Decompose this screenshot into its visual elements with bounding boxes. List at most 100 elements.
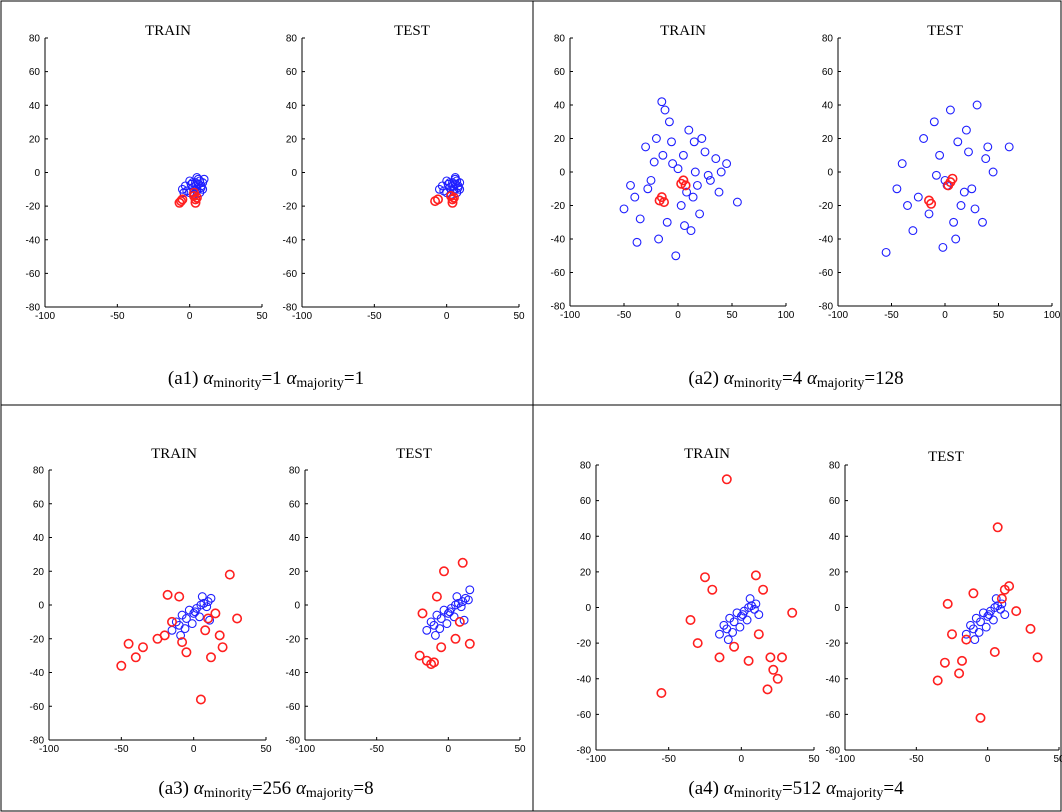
data-point-minority [714,652,725,663]
x-tick-label: 50 [256,311,268,322]
data-point-majority [450,173,460,182]
data-point-majority [692,180,702,190]
data-point-minority [432,194,443,205]
data-point-minority [123,638,134,649]
y-tick-label: 40 [289,533,301,544]
data-point-minority [167,616,178,627]
data-point-majority [959,187,969,197]
data-point-majority [630,192,640,202]
y-tick-label: -20 [577,639,592,650]
data-point-minority [956,655,967,666]
data-point-majority [996,604,1005,614]
x-tick-label: -100 [292,311,312,322]
alpha-symbol: α [194,778,205,799]
caption-text: (a3) [158,778,193,799]
data-point-majority [745,594,755,604]
y-tick-label: -80 [30,736,45,747]
data-point-minority [116,660,127,671]
data-point-majority [442,619,452,629]
y-tick-label: -80 [577,746,592,757]
x-tick-label: 0 [444,311,450,322]
data-point-majority [951,234,961,244]
data-point-minority [750,570,761,581]
plot-title: TEST [928,449,964,465]
alpha-symbol: α [724,368,735,389]
series-minority [932,522,1043,723]
data-point-minority [438,566,449,577]
data-point-majority [688,192,698,202]
data-point-majority [632,237,642,247]
data-point-minority [417,608,428,619]
data-point-majority [205,615,215,625]
data-point-minority [203,613,214,624]
data-point-majority [974,627,984,637]
data-point-majority [445,607,455,617]
y-tick-label: -60 [577,710,592,721]
data-point-majority [945,105,955,115]
y-tick-label: 40 [554,101,566,112]
y-tick-label: 0 [834,603,840,614]
y-tick-label: 60 [29,67,41,78]
x-tick-label: -50 [114,744,129,755]
data-point-majority [673,164,683,174]
series-minority [654,175,691,208]
plot-title: TRAIN [684,446,730,462]
data-point-majority [715,629,724,639]
y-tick-label: -60 [819,268,834,279]
caption-text: =8 [353,778,373,799]
data-point-majority [643,184,653,194]
y-tick-label: -80 [283,303,298,314]
data-point-majority [716,167,726,177]
y-tick-label: 80 [29,34,41,45]
data-point-majority [676,201,686,210]
data-point-minority [176,196,187,207]
y-tick-label: -80 [551,302,566,313]
data-point-majority [646,175,656,185]
scatter-plot-a1-test: -80 -60 -40 -20 0 20 40 60 80 -100 -50 0 50 TEST [283,23,525,322]
data-point-majority [465,585,475,595]
caption-subscript: minority [213,376,261,391]
data-point-majority [984,610,994,620]
data-point-majority [949,217,959,227]
y-tick-label: 0 [294,601,300,612]
data-point-majority [635,214,645,224]
data-point-majority [978,217,987,227]
data-point-majority [714,187,724,197]
series-minority [923,173,958,209]
data-point-minority [232,613,243,624]
caption-subscript: minority [734,376,782,391]
alpha-symbol: α [203,368,214,389]
data-point-minority [457,557,468,568]
x-tick-label: 50 [513,311,525,322]
plot-title: TRAIN [660,23,706,39]
data-point-minority [692,638,703,649]
y-tick-label: -40 [551,235,566,246]
data-point-minority [758,584,769,595]
data-point-minority [190,197,201,208]
data-point-minority [999,584,1010,595]
alpha-symbol: α [296,778,307,799]
caption-subscript: majority [296,376,343,391]
data-point-majority [657,97,667,107]
series-minority [414,557,475,670]
scatter-plot-a2-train: -80 -60 -40 -20 0 20 40 60 80 -100 -50 0 50 100 TRAIN [551,23,795,321]
x-tick-label: 0 [985,754,991,765]
caption-subscript: minority [734,786,782,801]
y-tick-label: 0 [34,168,40,179]
data-point-majority [668,159,678,169]
data-point-minority [436,642,447,653]
y-tick-label: 60 [580,496,592,507]
data-point-majority [738,610,748,620]
x-tick-label: 0 [739,754,745,765]
y-tick-label: 80 [289,466,301,477]
y-tick-label: -60 [286,702,301,713]
y-tick-label: 80 [554,34,566,45]
y-tick-label: -60 [551,268,566,279]
data-point-minority [961,634,972,645]
data-point-majority [641,142,651,152]
data-point-majority [686,226,696,236]
y-tick-label: -20 [26,202,41,213]
data-point-minority [968,588,979,599]
data-point-majority [751,599,761,609]
data-point-majority [690,167,700,177]
